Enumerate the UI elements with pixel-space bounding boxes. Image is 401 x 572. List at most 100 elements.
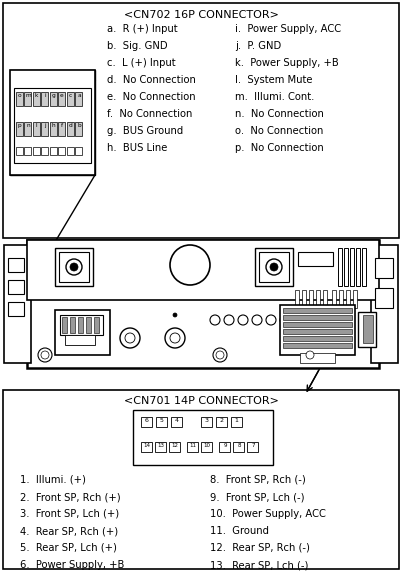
Text: a: a: [77, 93, 81, 98]
Bar: [94, 317, 99, 333]
Bar: [308, 290, 312, 308]
Bar: [4, 245, 31, 363]
Text: 10.  Power Supply, ACC: 10. Power Supply, ACC: [209, 509, 325, 519]
Text: i: i: [44, 93, 46, 98]
Text: 6: 6: [144, 418, 148, 423]
Bar: [168, 442, 180, 452]
Text: j.  P. GND: j. P. GND: [235, 41, 281, 51]
Bar: [357, 312, 375, 347]
Circle shape: [293, 315, 303, 325]
Bar: [10, 70, 95, 175]
Circle shape: [265, 259, 281, 275]
Bar: [33, 122, 40, 136]
Bar: [282, 315, 351, 320]
Text: b: b: [77, 123, 81, 128]
Text: p.  No Connection: p. No Connection: [235, 143, 323, 153]
Text: n: n: [26, 123, 30, 128]
Bar: [8, 258, 24, 272]
Bar: [24, 92, 31, 106]
Text: h: h: [52, 123, 55, 128]
Bar: [27, 240, 378, 368]
Text: m: m: [25, 93, 31, 98]
Text: 5: 5: [159, 418, 163, 423]
Bar: [50, 122, 57, 136]
Bar: [8, 302, 24, 316]
Circle shape: [170, 333, 180, 343]
Bar: [282, 336, 351, 341]
Circle shape: [223, 315, 233, 325]
Text: 12: 12: [170, 443, 178, 448]
Bar: [59, 147, 65, 155]
Bar: [78, 317, 83, 333]
Text: c.  L (+) Input: c. L (+) Input: [107, 58, 175, 68]
Circle shape: [251, 315, 261, 325]
Text: 13: 13: [157, 443, 164, 448]
Text: o.  No Connection: o. No Connection: [235, 126, 322, 136]
Text: j: j: [44, 123, 46, 128]
Text: e.  No Connection: e. No Connection: [107, 92, 195, 102]
Bar: [233, 442, 244, 452]
Bar: [282, 322, 351, 327]
Bar: [374, 258, 392, 278]
Bar: [345, 290, 349, 308]
Text: b.  Sig. GND: b. Sig. GND: [107, 41, 167, 51]
Bar: [65, 335, 95, 345]
Bar: [75, 92, 82, 106]
Bar: [75, 147, 82, 155]
Bar: [41, 92, 49, 106]
Bar: [331, 290, 335, 308]
Bar: [355, 248, 359, 286]
Bar: [219, 442, 230, 452]
Text: o: o: [18, 93, 21, 98]
Text: f: f: [61, 123, 63, 128]
Bar: [215, 417, 227, 427]
Bar: [24, 122, 31, 136]
Bar: [370, 245, 397, 363]
Text: <CN701 14P CONNECTOR>: <CN701 14P CONNECTOR>: [123, 396, 278, 406]
Text: 5.  Rear SP, Lch (+): 5. Rear SP, Lch (+): [20, 543, 117, 553]
Text: h.  BUS Line: h. BUS Line: [107, 143, 167, 153]
Text: f.  No Connection: f. No Connection: [107, 109, 192, 119]
Bar: [27, 240, 378, 300]
Text: 11: 11: [189, 443, 196, 448]
Text: k.  Power Supply, +B: k. Power Supply, +B: [235, 58, 338, 68]
Text: 3.  Front SP, Lch (+): 3. Front SP, Lch (+): [20, 509, 119, 519]
Bar: [349, 248, 353, 286]
Text: p: p: [18, 123, 21, 128]
Bar: [133, 410, 272, 465]
Circle shape: [172, 313, 176, 317]
Text: d.  No Connection: d. No Connection: [107, 75, 195, 85]
Bar: [170, 417, 182, 427]
Bar: [3, 390, 398, 569]
Bar: [352, 290, 356, 308]
Bar: [67, 92, 74, 106]
Bar: [62, 317, 67, 333]
Circle shape: [170, 245, 209, 285]
Text: 7: 7: [251, 443, 254, 448]
Bar: [362, 315, 372, 343]
Bar: [41, 122, 49, 136]
Bar: [16, 92, 23, 106]
Bar: [3, 3, 398, 238]
Circle shape: [41, 351, 49, 359]
Bar: [315, 290, 319, 308]
Bar: [33, 92, 40, 106]
Bar: [322, 290, 326, 308]
Bar: [279, 305, 354, 355]
Bar: [86, 317, 91, 333]
Text: 11.  Ground: 11. Ground: [209, 526, 268, 536]
Circle shape: [215, 351, 223, 359]
Text: 12.  Rear SP, Rch (-): 12. Rear SP, Rch (-): [209, 543, 309, 553]
Text: 1.  Illumi. (+): 1. Illumi. (+): [20, 475, 86, 485]
Bar: [282, 308, 351, 313]
Text: 4.  Rear SP, Rch (+): 4. Rear SP, Rch (+): [20, 526, 118, 536]
Text: m.  Illumi. Cont.: m. Illumi. Cont.: [235, 92, 314, 102]
Bar: [294, 290, 298, 308]
Bar: [200, 442, 212, 452]
Text: l: l: [36, 123, 37, 128]
Bar: [338, 290, 342, 308]
Bar: [10, 80, 95, 175]
Circle shape: [279, 315, 289, 325]
Text: e: e: [60, 93, 64, 98]
Text: 4: 4: [174, 418, 178, 423]
